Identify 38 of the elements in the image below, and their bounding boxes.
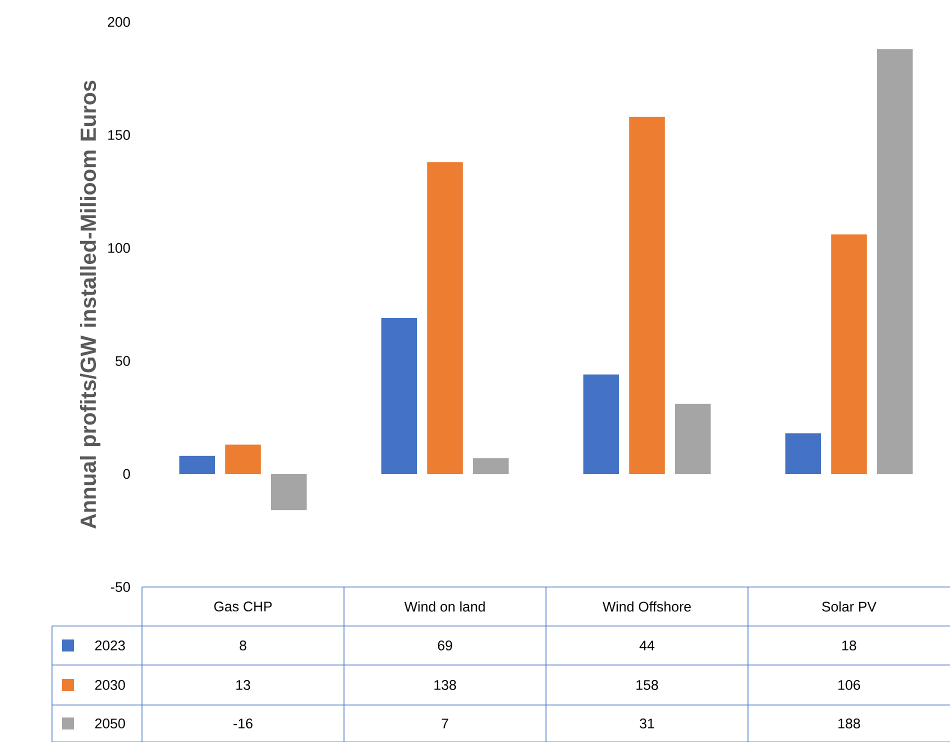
x-tick-label: Gas CHP [214,602,272,612]
bar [831,234,867,474]
data-label: 138 [434,680,456,690]
x-tick-label: Wind Offshore [602,601,691,612]
bar [381,318,418,474]
bar [427,162,463,474]
data-label: 8 [240,640,246,650]
legend-label: 2030 [95,680,125,690]
y-tick-label: -50 [110,582,130,592]
data-label: 31 [640,718,654,728]
bar [472,458,509,474]
data-label: 44 [640,640,654,650]
bar [583,374,620,474]
data-label: 18 [842,640,856,650]
bar [674,404,711,474]
bar [225,444,261,474]
bar [785,433,822,474]
y-tick-label: 50 [116,356,130,366]
legend-label: 2050 [95,718,125,728]
data-label: 188 [838,718,860,728]
data-label: -16 [234,718,252,728]
bar [629,116,665,474]
y-tick-label: 0 [123,469,130,479]
x-tick-label: Wind on land [404,601,485,612]
data-label: 13 [236,680,250,690]
data-label: 106 [838,680,860,690]
y-axis-title: Annual profits/GW installed-Milioom Euros [80,80,100,529]
data-label: 158 [636,680,658,690]
bar [270,474,307,510]
data-label: 7 [442,718,448,728]
bar [179,456,216,474]
bar [876,49,913,474]
data-label: 69 [438,640,452,650]
legend-label: 2023 [95,640,125,650]
y-tick-label: 150 [108,130,130,140]
y-tick-label: 100 [108,243,130,253]
x-tick-label: Solar PV [822,601,876,612]
y-tick-label: 200 [108,17,130,27]
